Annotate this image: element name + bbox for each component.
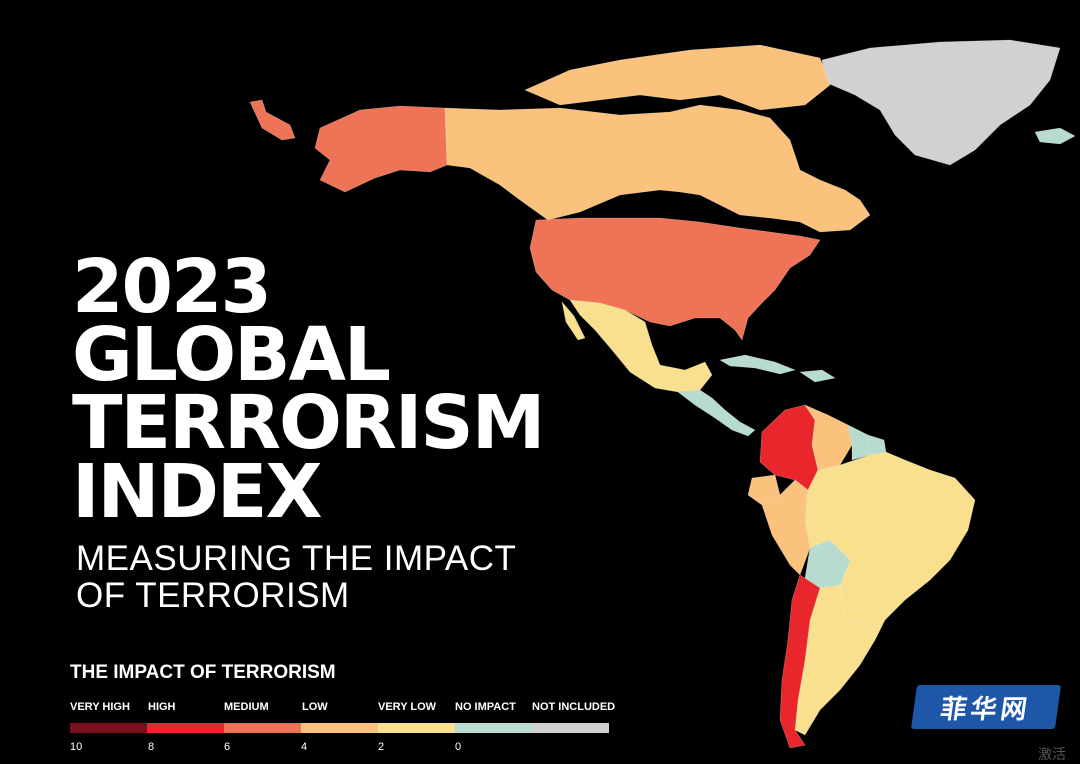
region-baja [561, 300, 586, 341]
corner-text: 激活 [1038, 746, 1066, 762]
legend-tick: 8 [148, 741, 155, 753]
legend-label-not-included: NOT INCLUDED [532, 701, 616, 713]
region-greenland [821, 39, 1061, 166]
legend-tick: 6 [224, 741, 231, 753]
legend-swatch-very-low [378, 723, 455, 733]
legend-swatch-medium [224, 723, 301, 733]
title-line-3: TERRORISM [72, 380, 545, 466]
legend-label-low: LOW [302, 701, 328, 713]
legend-label-very-high: VERY HIGH [70, 701, 130, 713]
legend-label-very-low: VERY LOW [378, 701, 437, 713]
legend-title: THE IMPACT OF TERRORISM [70, 662, 336, 683]
legend-swatch-no-impact [455, 723, 532, 733]
legend-swatch-low [301, 723, 378, 733]
subtitle-line-2: OF TERRORISM [76, 576, 350, 615]
legend-tick: 2 [378, 741, 385, 753]
subtitle-line-1: MEASURING THE IMPACT [76, 539, 517, 578]
legend-swatch-very-high [70, 723, 147, 733]
region-caribbean [719, 354, 796, 375]
region-canada [444, 104, 871, 233]
region-chile [779, 574, 821, 749]
title-line-2: GLOBAL [72, 312, 391, 398]
legend-swatch-high [147, 723, 224, 733]
region-iceland [1034, 127, 1076, 145]
legend-tick: 4 [301, 741, 308, 753]
region-aleutians [249, 99, 296, 141]
legend-tick: 10 [70, 741, 83, 753]
legend-swatch-not-included [532, 723, 609, 733]
legend-tick: 0 [455, 741, 462, 753]
legend-label-high: HIGH [148, 701, 176, 713]
watermark-logo: 菲华网 [910, 685, 1062, 729]
region-alaska [314, 105, 448, 193]
region-suriname [867, 434, 887, 456]
region-arctic-islands [524, 44, 831, 111]
region-guyana [847, 424, 871, 461]
title-line-1: 2023 [72, 244, 272, 330]
region-central-america [677, 389, 756, 437]
legend-label-no-impact: NO IMPACT [455, 701, 516, 713]
title-line-4: INDEX [72, 449, 322, 535]
legend-label-medium: MEDIUM [224, 701, 269, 713]
region-mexico [569, 299, 713, 393]
region-hispaniola [799, 369, 836, 383]
